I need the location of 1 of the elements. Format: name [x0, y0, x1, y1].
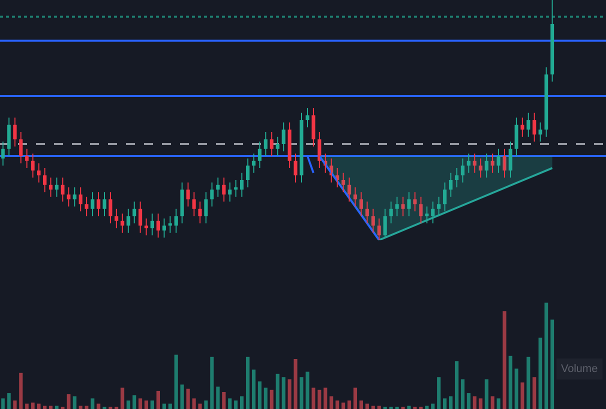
text: Volume — [561, 363, 598, 375]
